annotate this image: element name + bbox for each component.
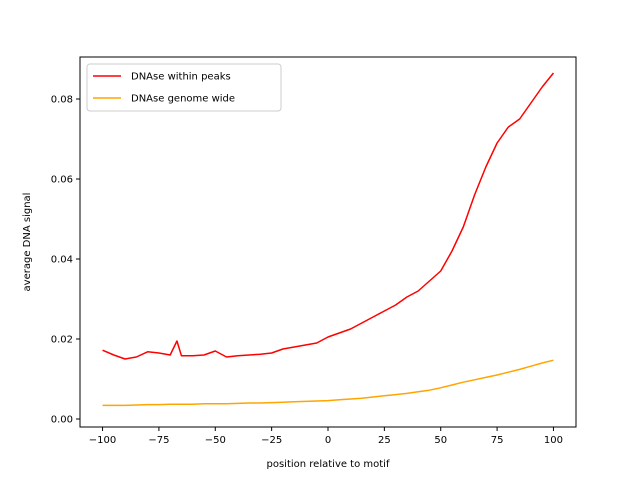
x-tick-label: −25 (261, 435, 282, 446)
x-tick-label: 25 (378, 435, 391, 446)
legend-label: DNAse genome wide (131, 94, 235, 105)
x-tick-label: −50 (205, 435, 226, 446)
x-tick-label: −75 (148, 435, 169, 446)
legend-box (86, 63, 282, 112)
y-tick-label: 0.08 (51, 95, 73, 106)
y-tick-label: 0.02 (51, 335, 73, 346)
x-tick-label: 0 (325, 435, 331, 446)
x-tick-label: 100 (544, 435, 563, 446)
y-axis: 0.00 0.02 0.04 0.06 0.08 (51, 95, 80, 426)
y-tick-label: 0.04 (51, 255, 73, 266)
legend: DNAse within peaks DNAse genome wide (86, 63, 282, 112)
x-tick-label: 50 (434, 435, 447, 446)
series-line-2 (102, 359, 554, 407)
series-line-1 (102, 72, 555, 360)
y-tick-label: 0.06 (51, 175, 73, 186)
legend-label: DNAse within peaks (131, 72, 231, 83)
x-tick-label: −100 (89, 435, 116, 446)
x-axis: −100 −75 −50 −25 0 25 50 75 100 (89, 427, 563, 446)
x-axis-title: position relative to motif (267, 459, 390, 470)
series-lines (102, 72, 555, 407)
y-axis-title: average DNA signal (22, 193, 33, 292)
plot-area (79, 56, 577, 428)
y-tick-label: 0.00 (51, 415, 73, 426)
x-tick-label: 75 (491, 435, 504, 446)
